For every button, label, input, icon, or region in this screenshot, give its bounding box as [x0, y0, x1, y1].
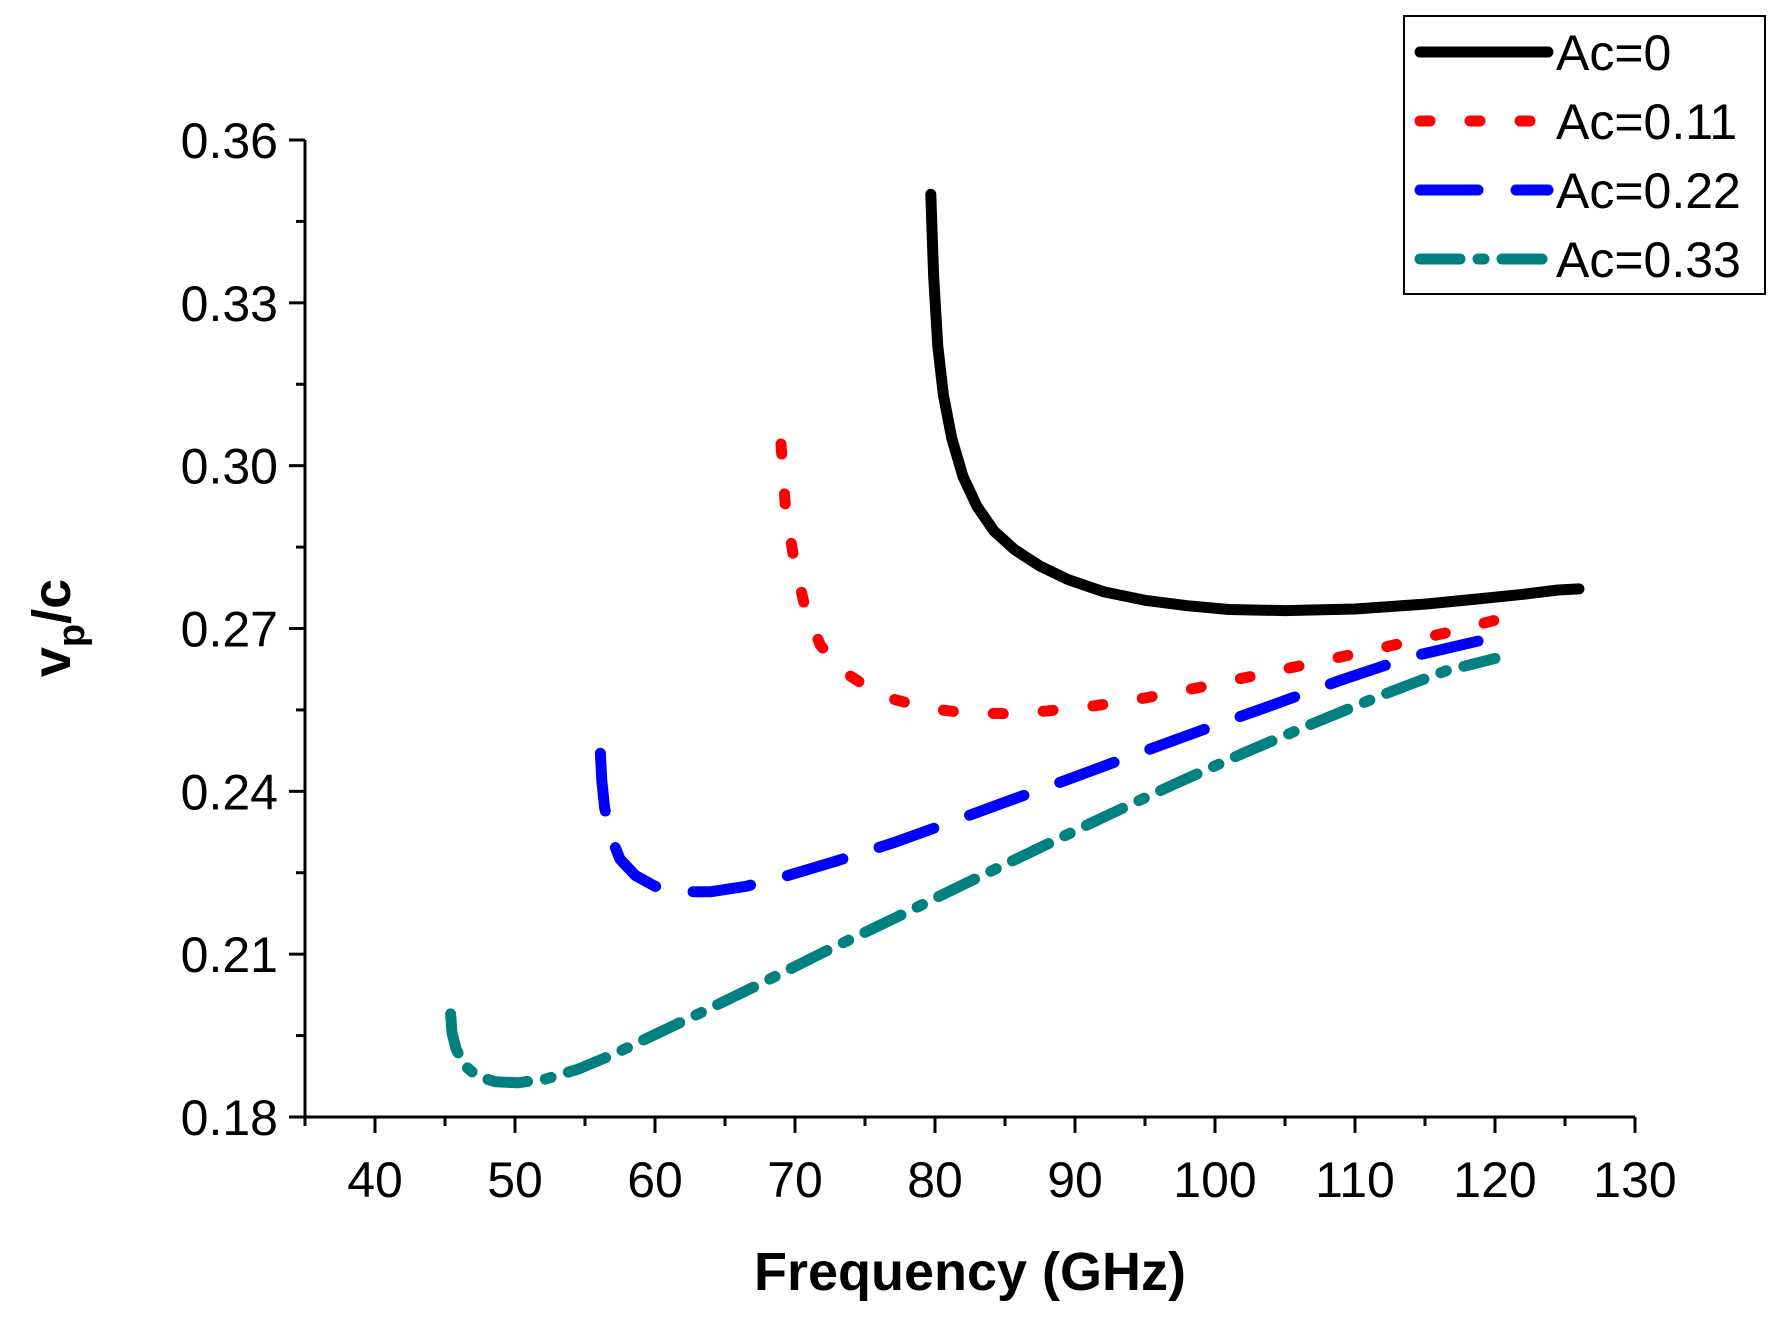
- series-line-0: [925, 188, 1585, 617]
- y-tick-label: 0.30: [181, 439, 278, 495]
- x-tick-label: 130: [1593, 1152, 1676, 1208]
- x-tick-label: 90: [1047, 1152, 1103, 1208]
- legend: Ac=0 Ac=0.11 Ac=0.22 Ac=0.33: [1403, 15, 1766, 295]
- x-tick-label: 100: [1173, 1152, 1256, 1208]
- y-tick-label: 0.21: [181, 927, 278, 983]
- legend-label-1: Ac=0.11: [1556, 94, 1737, 150]
- x-tick-label: 40: [347, 1152, 403, 1208]
- series-line-2: [594, 634, 1487, 898]
- svg-text:vp/c: vp/c: [22, 579, 93, 677]
- x-tick-label: 80: [907, 1152, 963, 1208]
- y-ticks: 0.18 0.21 0.24 0.27 0.30 0.33 0.36: [181, 113, 305, 1146]
- x-tick-label: 60: [627, 1152, 683, 1208]
- x-ticks: 40 50 60 70 80 90 100 110 120 130: [303, 1117, 1677, 1208]
- x-tick-label: 120: [1453, 1152, 1536, 1208]
- x-axis-title: Frequency (GHz): [754, 1242, 1186, 1302]
- x-tick-label: 110: [1315, 1152, 1395, 1208]
- y-axis-title-v: v: [22, 647, 82, 677]
- y-tick-label: 0.27: [181, 602, 278, 658]
- series-line-3: [445, 652, 1501, 1089]
- legend-label-3: Ac=0.33: [1556, 232, 1741, 288]
- y-tick-label: 0.24: [181, 764, 278, 820]
- y-tick-label: 0.18: [181, 1090, 278, 1146]
- y-tick-label: 0.36: [181, 113, 278, 169]
- y-axis-title-rest: /c: [22, 579, 82, 624]
- x-tick-label: 50: [487, 1152, 543, 1208]
- legend-box: [1403, 15, 1766, 295]
- y-axis-title: vp/c: [22, 579, 93, 677]
- legend-label-2: Ac=0.22: [1556, 163, 1741, 219]
- y-tick-label: 0.33: [181, 276, 278, 332]
- legend-label-0: Ac=0: [1556, 25, 1671, 81]
- x-tick-label: 70: [767, 1152, 823, 1208]
- series-layer: [445, 188, 1585, 1089]
- y-axis-title-sub: p: [51, 624, 93, 647]
- series-line-1: [775, 438, 1515, 720]
